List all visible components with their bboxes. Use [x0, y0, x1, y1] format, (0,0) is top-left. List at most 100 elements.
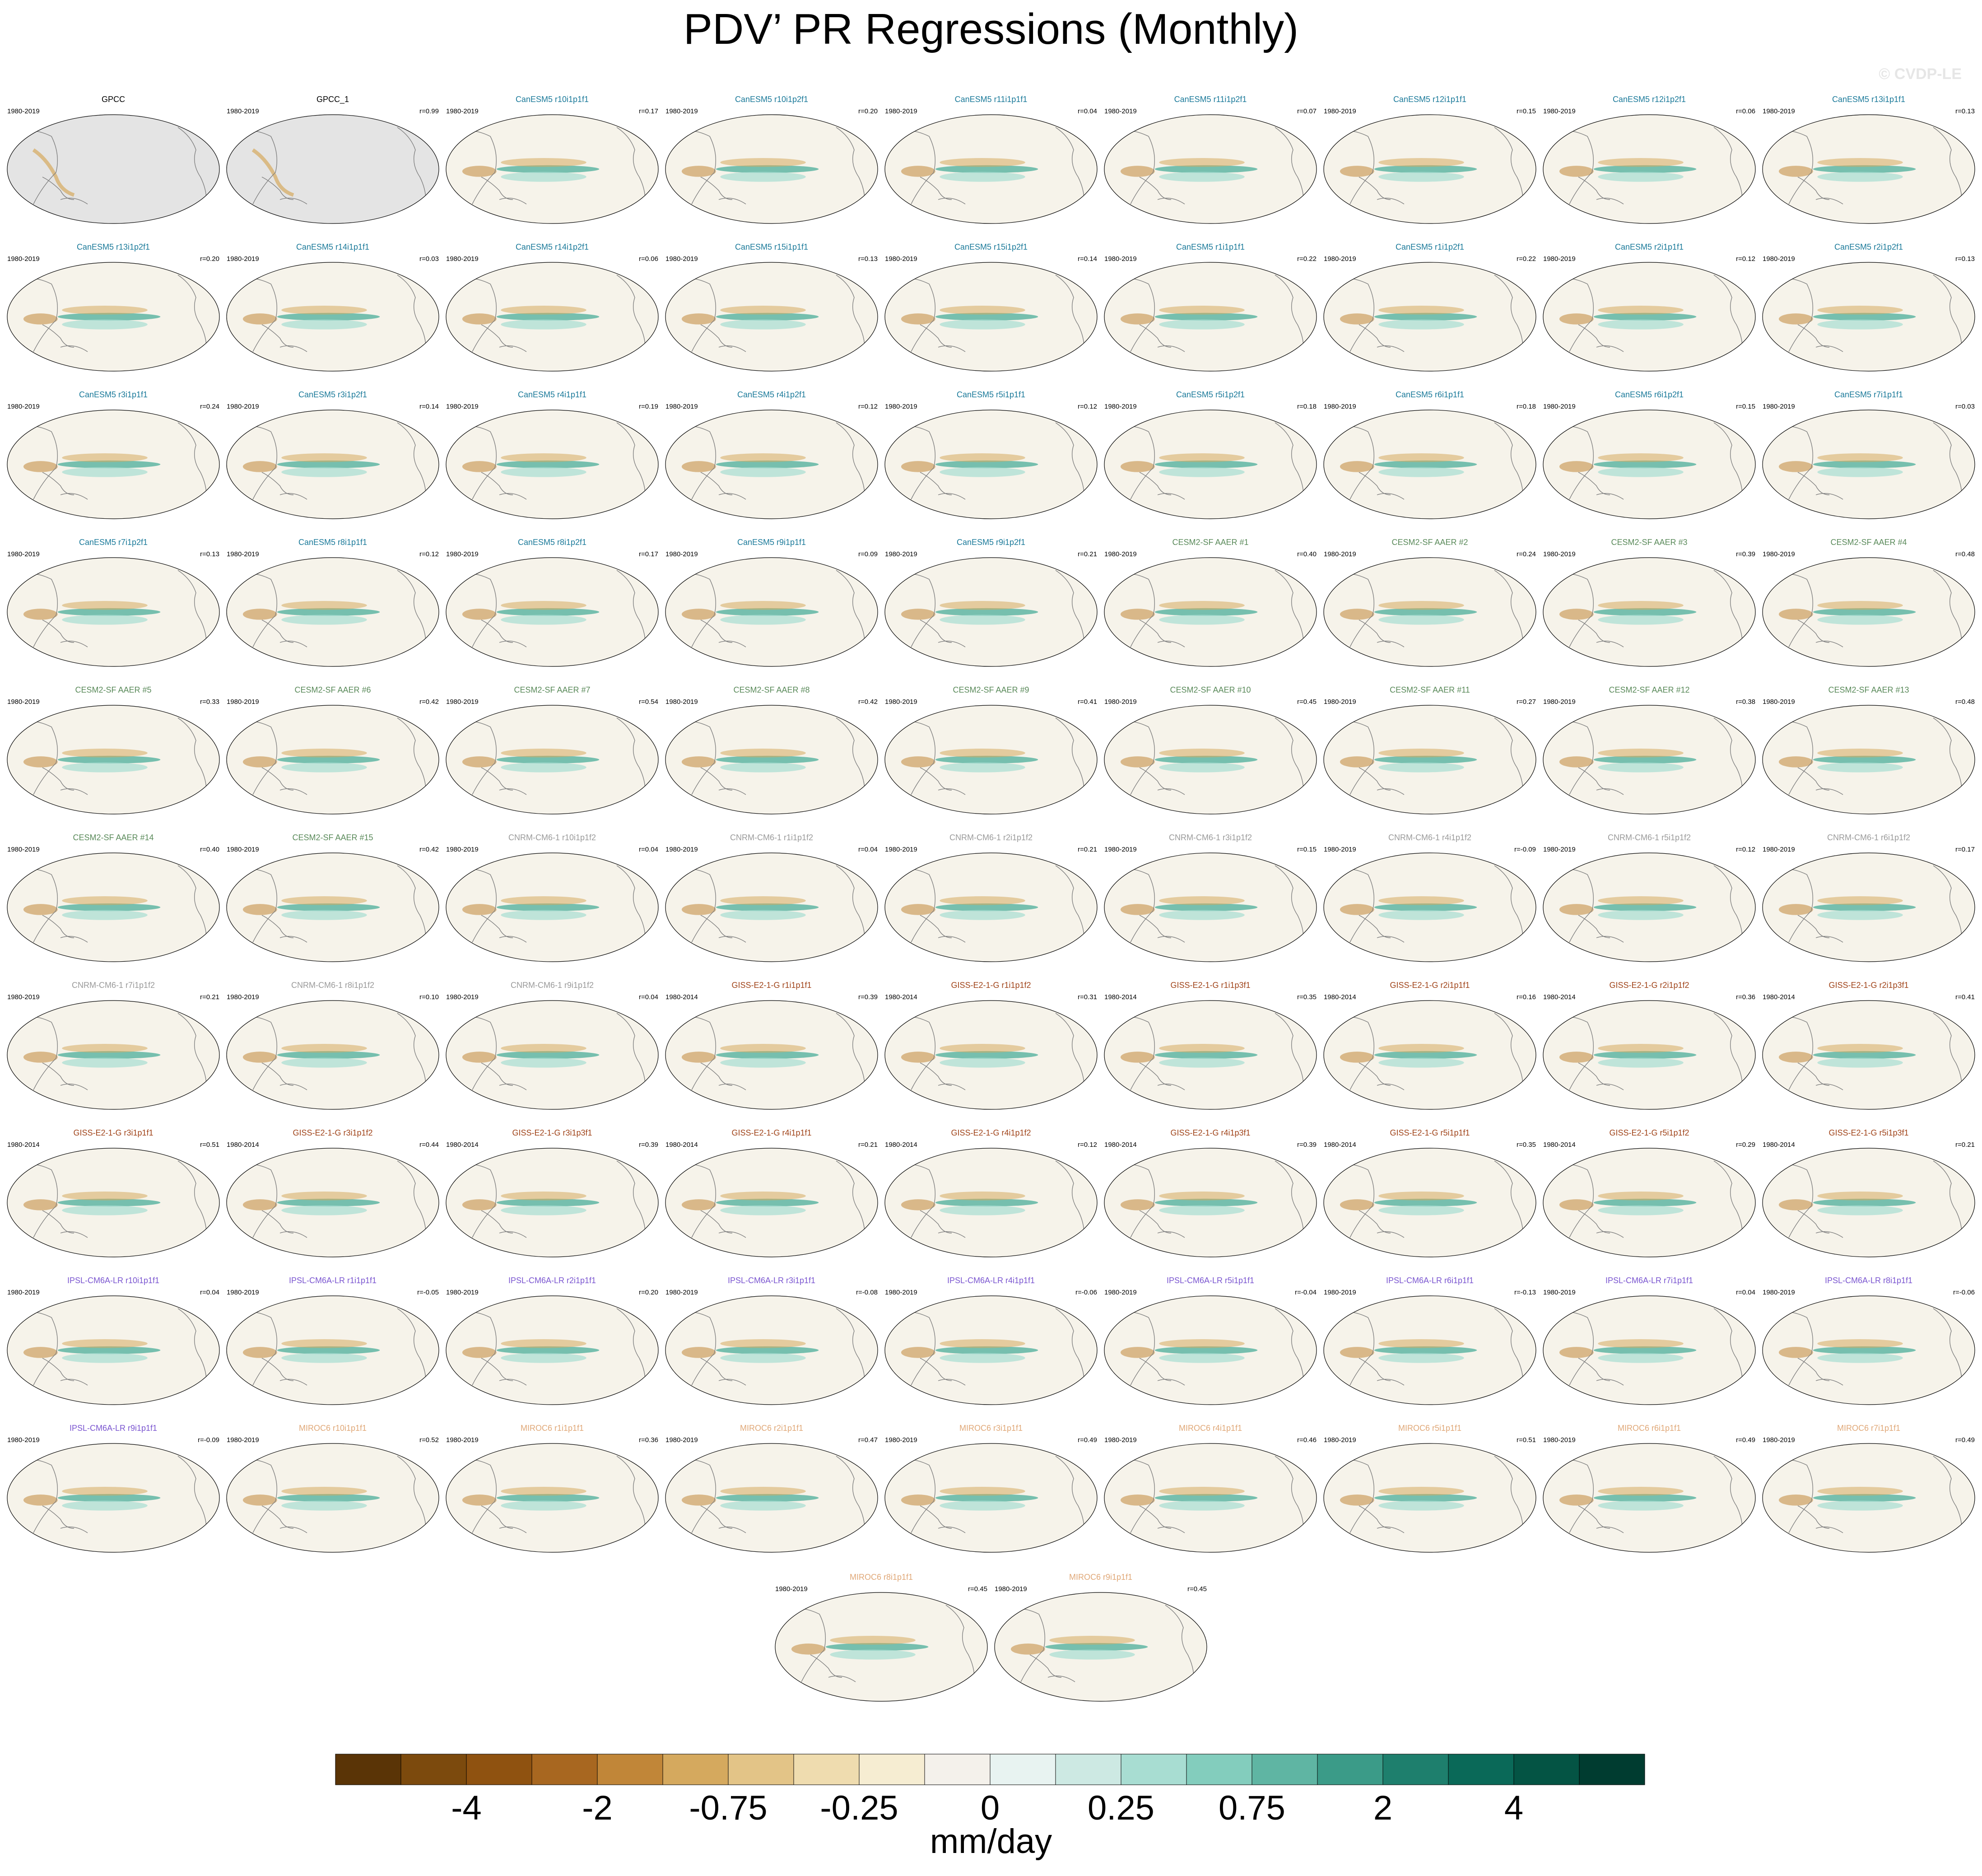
map-panel: CNRM-CM6-1 r7i1p1f2 1980-2019 r=0.21: [6, 981, 220, 1112]
panel-correlation: r=0.42: [858, 698, 878, 706]
regression-map: [1543, 114, 1756, 224]
panel-correlation: r=0.04: [200, 1289, 219, 1296]
panel-correlation: r=0.40: [1297, 550, 1317, 558]
panel-correlation: r=0.39: [1736, 550, 1755, 558]
map-panel: CESM2-SF AAER #3 1980-2019 r=0.39: [1542, 538, 1756, 669]
panel-correlation: r=0.21: [858, 1141, 878, 1149]
panel-title: CNRM-CM6-1 r3i1p1f2: [1168, 833, 1252, 842]
panel-correlation: r=0.22: [1297, 255, 1317, 263]
regression-map: [226, 557, 439, 667]
panel-years: 1980-2019: [227, 1436, 259, 1444]
panel-title: GISS-E2-1-G r4i1p1f2: [951, 1128, 1031, 1137]
panel-correlation: r=-0.06: [1953, 1289, 1975, 1296]
map-panel: CESM2-SF AAER #13 1980-2019 r=0.48: [1762, 685, 1976, 816]
panel-years: 1980-2019: [885, 403, 917, 410]
regression-map: [1323, 852, 1536, 962]
map-panel: GISS-E2-1-G r2i1p3f1 1980-2014 r=0.41: [1762, 981, 1976, 1112]
colorbar-swatch: [597, 1754, 663, 1785]
panel-correlation: r=0.06: [1736, 107, 1755, 115]
map-panel: CanESM5 r2i1p1f1 1980-2019 r=0.12: [1542, 242, 1756, 373]
map-panel: CNRM-CM6-1 r9i1p1f2 1980-2019 r=0.04: [445, 981, 659, 1112]
panel-years: 1980-2019: [1324, 255, 1356, 263]
regression-map: [884, 262, 1098, 372]
panel-correlation: r=0.49: [1955, 1436, 1975, 1444]
panel-title: CanESM5 r15i1p2f1: [954, 242, 1028, 251]
panel-years: 1980-2019: [1543, 698, 1576, 706]
panel-title: CNRM-CM6-1 r8i1p1f2: [291, 981, 375, 990]
regression-map: [226, 705, 439, 815]
map-panel: MIROC6 r10i1p1f1 1980-2019 r=0.52: [226, 1424, 440, 1555]
panel-title: CanESM5 r2i1p2f1: [1834, 242, 1903, 251]
panel-correlation: r=0.49: [1736, 1436, 1755, 1444]
panel-years: 1980-2019: [885, 846, 917, 853]
regression-map: [1104, 1000, 1317, 1110]
colorbar-swatch: [335, 1754, 401, 1785]
panel-correlation: r=-0.09: [198, 1436, 219, 1444]
panel-title: CNRM-CM6-1 r1i1p1f2: [730, 833, 814, 842]
panel-title: MIROC6 r9i1p1f1: [1069, 1573, 1133, 1582]
colorbar-swatch: [400, 1754, 467, 1785]
panel-title: CESM2-SF AAER #6: [294, 685, 371, 694]
panel-years: 1980-2019: [775, 1585, 808, 1593]
panel-correlation: r=0.17: [1955, 846, 1975, 853]
panel-correlation: r=0.17: [639, 550, 658, 558]
panel-years: 1980-2019: [446, 846, 479, 853]
panel-correlation: r=0.20: [639, 1289, 658, 1296]
panel-years: 1980-2014: [1763, 993, 1795, 1001]
map-panel: GPCC 1980-2019: [6, 95, 220, 226]
map-panel: GISS-E2-1-G r2i1p1f1 1980-2014 r=0.16: [1323, 981, 1537, 1112]
colorbar-swatch: [662, 1754, 729, 1785]
map-panel: CESM2-SF AAER #6 1980-2019 r=0.42: [226, 685, 440, 816]
panel-years: 1980-2019: [665, 698, 698, 706]
panel-years: 1980-2019: [1324, 403, 1356, 410]
panel-correlation: r=0.14: [1078, 255, 1097, 263]
panel-title: CanESM5 r6i1p2f1: [1614, 390, 1684, 399]
panel-years: 1980-2019: [665, 403, 698, 410]
map-panel: CanESM5 r13i1p2f1 1980-2019 r=0.20: [6, 242, 220, 373]
regression-map: [446, 262, 659, 372]
panel-years: 1980-2019: [1763, 107, 1795, 115]
regression-map: [1104, 114, 1317, 224]
panel-years: 1980-2019: [1763, 846, 1795, 853]
panel-correlation: r=0.03: [1955, 403, 1975, 410]
panel-years: 1980-2019: [446, 1289, 479, 1296]
colorbar-swatch: [793, 1754, 860, 1785]
panel-years: 1980-2019: [227, 846, 259, 853]
panel-title: IPSL-CM6A-LR r1i1p1f1: [288, 1276, 377, 1285]
panel-correlation: r=0.36: [639, 1436, 658, 1444]
panel-correlation: r=0.19: [639, 403, 658, 410]
panel-title: MIROC6 r1i1p1f1: [520, 1424, 584, 1433]
panel-correlation: r=0.27: [1517, 698, 1536, 706]
regression-map: [1762, 557, 1975, 667]
panel-title: GPCC_1: [316, 95, 349, 104]
panel-title: CanESM5 r10i1p2f1: [735, 95, 809, 104]
regression-map: [1543, 705, 1756, 815]
panel-title: GISS-E2-1-G r2i1p3f1: [1828, 981, 1909, 990]
panel-correlation: r=0.17: [639, 107, 658, 115]
panel-years: 1980-2019: [446, 1436, 479, 1444]
map-panel: IPSL-CM6A-LR r1i1p1f1 1980-2019 r=-0.05: [226, 1276, 440, 1407]
map-panel: GISS-E2-1-G r5i1p1f1 1980-2014 r=0.35: [1323, 1128, 1537, 1259]
map-panel: CanESM5 r12i1p1f1 1980-2019 r=0.15: [1323, 95, 1537, 226]
panel-years: 1980-2019: [665, 1289, 698, 1296]
panel-correlation: r=0.40: [200, 846, 219, 853]
panel-correlation: r=0.48: [1955, 698, 1975, 706]
map-panel: GISS-E2-1-G r3i1p3f1 1980-2014 r=0.39: [445, 1128, 659, 1259]
regression-map: [1762, 852, 1975, 962]
panel-correlation: r=0.04: [1736, 1289, 1755, 1296]
panel-correlation: r=-0.13: [1514, 1289, 1536, 1296]
panel-title: IPSL-CM6A-LR r7i1p1f1: [1605, 1276, 1694, 1285]
panel-years: 1980-2019: [1543, 403, 1576, 410]
panel-title: GISS-E2-1-G r1i1p3f1: [1170, 981, 1251, 990]
panel-title: CanESM5 r6i1p1f1: [1395, 390, 1465, 399]
map-panel: CanESM5 r7i1p1f1 1980-2019 r=0.03: [1762, 390, 1976, 521]
panel-years: 1980-2019: [227, 403, 259, 410]
panel-title: MIROC6 r2i1p1f1: [740, 1424, 804, 1433]
panel-years: 1980-2019: [446, 255, 479, 263]
map-panel: CNRM-CM6-1 r5i1p1f2 1980-2019 r=0.12: [1542, 833, 1756, 964]
colorbar-swatch: [1579, 1754, 1645, 1785]
panel-title: CanESM5 r2i1p1f1: [1614, 242, 1684, 251]
panel-years: 1980-2019: [1104, 1289, 1137, 1296]
panel-correlation: r=0.20: [858, 107, 878, 115]
panel-years: 1980-2019: [1324, 1289, 1356, 1296]
